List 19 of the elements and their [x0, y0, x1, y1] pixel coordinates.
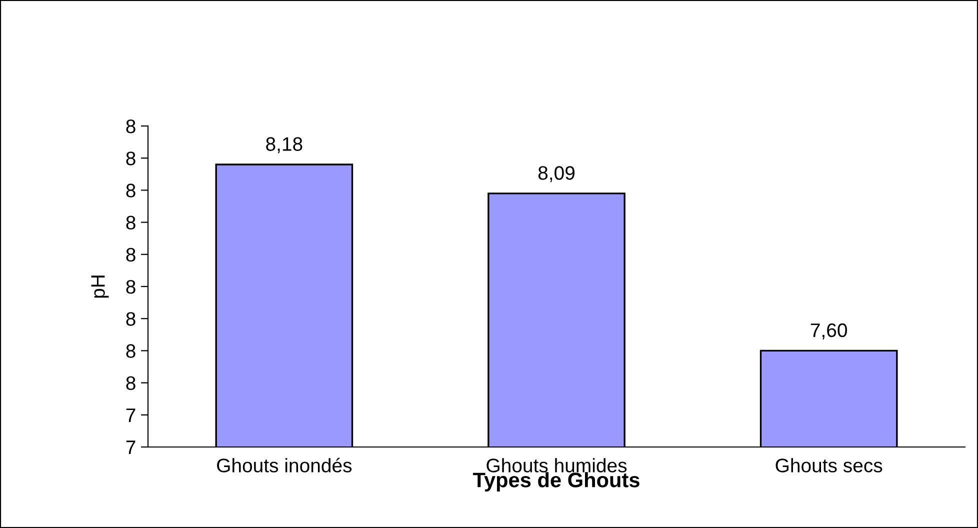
x-tick-label: Ghouts secs	[776, 458, 882, 472]
y-tick-label: 7	[126, 440, 136, 454]
y-axis-title: pH	[91, 276, 109, 298]
y-tick-label: 8	[126, 184, 136, 198]
x-axis-title: Types de Ghouts	[473, 472, 640, 492]
data-label: 8,18	[266, 137, 302, 154]
y-tick-label: 7	[126, 408, 136, 422]
y-tick-label: 8	[126, 152, 136, 166]
y-tick-label: 8	[126, 119, 136, 134]
y-tick-label: 8	[126, 216, 136, 230]
y-tick-label: 8	[126, 376, 136, 390]
data-label: 7,60	[810, 323, 847, 340]
y-tick-label: 8	[126, 280, 136, 294]
x-tick-label: Ghouts inondés	[217, 458, 352, 472]
y-tick-label: 8	[126, 344, 136, 358]
y-tick-label: 8	[126, 312, 136, 326]
y-tick-label: 8	[126, 248, 136, 262]
data-label: 8,09	[538, 166, 574, 182]
x-tick-label: Ghouts humides	[486, 458, 627, 472]
